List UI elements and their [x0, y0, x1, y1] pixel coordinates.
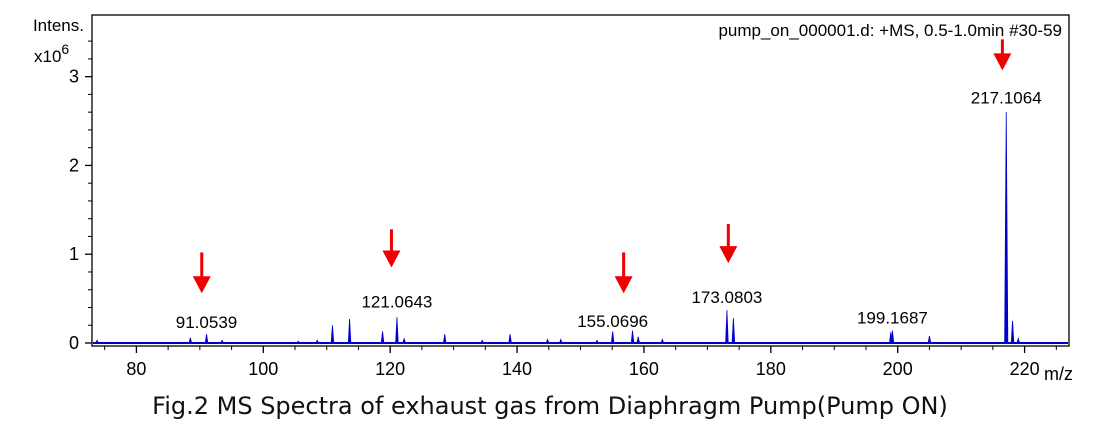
x-tick-label: 120: [375, 359, 405, 379]
y-axis-multiplier: x106: [34, 41, 69, 66]
peak: [725, 310, 729, 344]
peak: [890, 330, 895, 344]
peak: [347, 319, 352, 344]
y-axis-label: Intens.: [33, 16, 84, 35]
peak: [508, 334, 512, 344]
red-arrow-marker: [993, 39, 1012, 71]
red-arrow-marker: [614, 252, 633, 294]
y-tick-label: 2: [69, 155, 79, 175]
peak-label: 217.1064: [971, 88, 1042, 107]
peak: [1004, 112, 1009, 344]
peak: [610, 331, 615, 344]
peak: [558, 338, 563, 344]
y-minor-ticks: [88, 40, 92, 326]
x-tick-label: 160: [629, 359, 659, 379]
x-tick-label: 80: [126, 359, 146, 379]
peak: [330, 325, 335, 344]
y-tick-label: 1: [69, 244, 79, 264]
peak-annotations: 91.0539 121.0643 155.0696 173.0803 199.1687 2…: [176, 88, 1042, 332]
marker-arrows: [192, 39, 1012, 294]
y-axis-multiplier-exponent: 6: [61, 41, 69, 57]
x-tick-label: 140: [502, 359, 532, 379]
peak: [636, 336, 641, 344]
y-tick-label: 0: [69, 333, 79, 353]
red-arrow-marker: [192, 252, 211, 294]
y-axis: 0 1 2 3: [69, 67, 92, 353]
x-tick-label: 220: [1010, 359, 1040, 379]
peaks: [95, 112, 1021, 344]
peak: [204, 334, 209, 344]
y-tick-label: 3: [69, 67, 79, 87]
peak: [220, 339, 224, 344]
figure-caption: Fig.2 MS Spectra of exhaust gas from Dia…: [152, 392, 948, 420]
chart-title: pump_on_000001.d: +MS, 0.5-1.0min #30-59: [718, 21, 1062, 40]
peak: [315, 339, 320, 344]
peak: [545, 338, 550, 344]
peak-label: 199.1687: [857, 308, 928, 327]
plot-area: [91, 14, 1070, 347]
peak: [188, 337, 193, 344]
peak: [380, 331, 385, 344]
peak: [660, 338, 665, 344]
x-tick-label: 100: [248, 359, 278, 379]
red-arrow-marker: [719, 224, 738, 264]
x-tick-label: 200: [883, 359, 913, 379]
ms-spectrum-chart: 0 1 2 3 80 100 120 140 160 180 200 220 91.0539 121.…: [33, 14, 1073, 384]
peak: [402, 337, 406, 344]
red-arrow-marker: [382, 229, 401, 268]
peak: [1010, 320, 1015, 344]
peak-label: 121.0643: [361, 292, 432, 311]
peak-label: 173.0803: [691, 288, 762, 307]
x-minor-ticks: [104, 346, 1057, 350]
peak: [630, 330, 635, 344]
y-axis-multiplier-base: x10: [34, 47, 61, 66]
peak: [595, 339, 599, 344]
x-axis: 80 100 120 140 160 180 200 220: [126, 346, 1040, 379]
peak-label: 155.0696: [577, 312, 648, 331]
x-tick-label: 180: [756, 359, 786, 379]
peak: [395, 317, 399, 344]
peak: [480, 339, 485, 344]
x-axis-label: m/z: [1044, 364, 1073, 384]
peak: [95, 339, 100, 344]
peak: [927, 335, 932, 344]
peak: [1016, 337, 1021, 344]
peak-label: 91.0539: [176, 313, 237, 332]
peak: [442, 334, 447, 344]
peak: [731, 318, 736, 344]
peak: [296, 340, 301, 344]
